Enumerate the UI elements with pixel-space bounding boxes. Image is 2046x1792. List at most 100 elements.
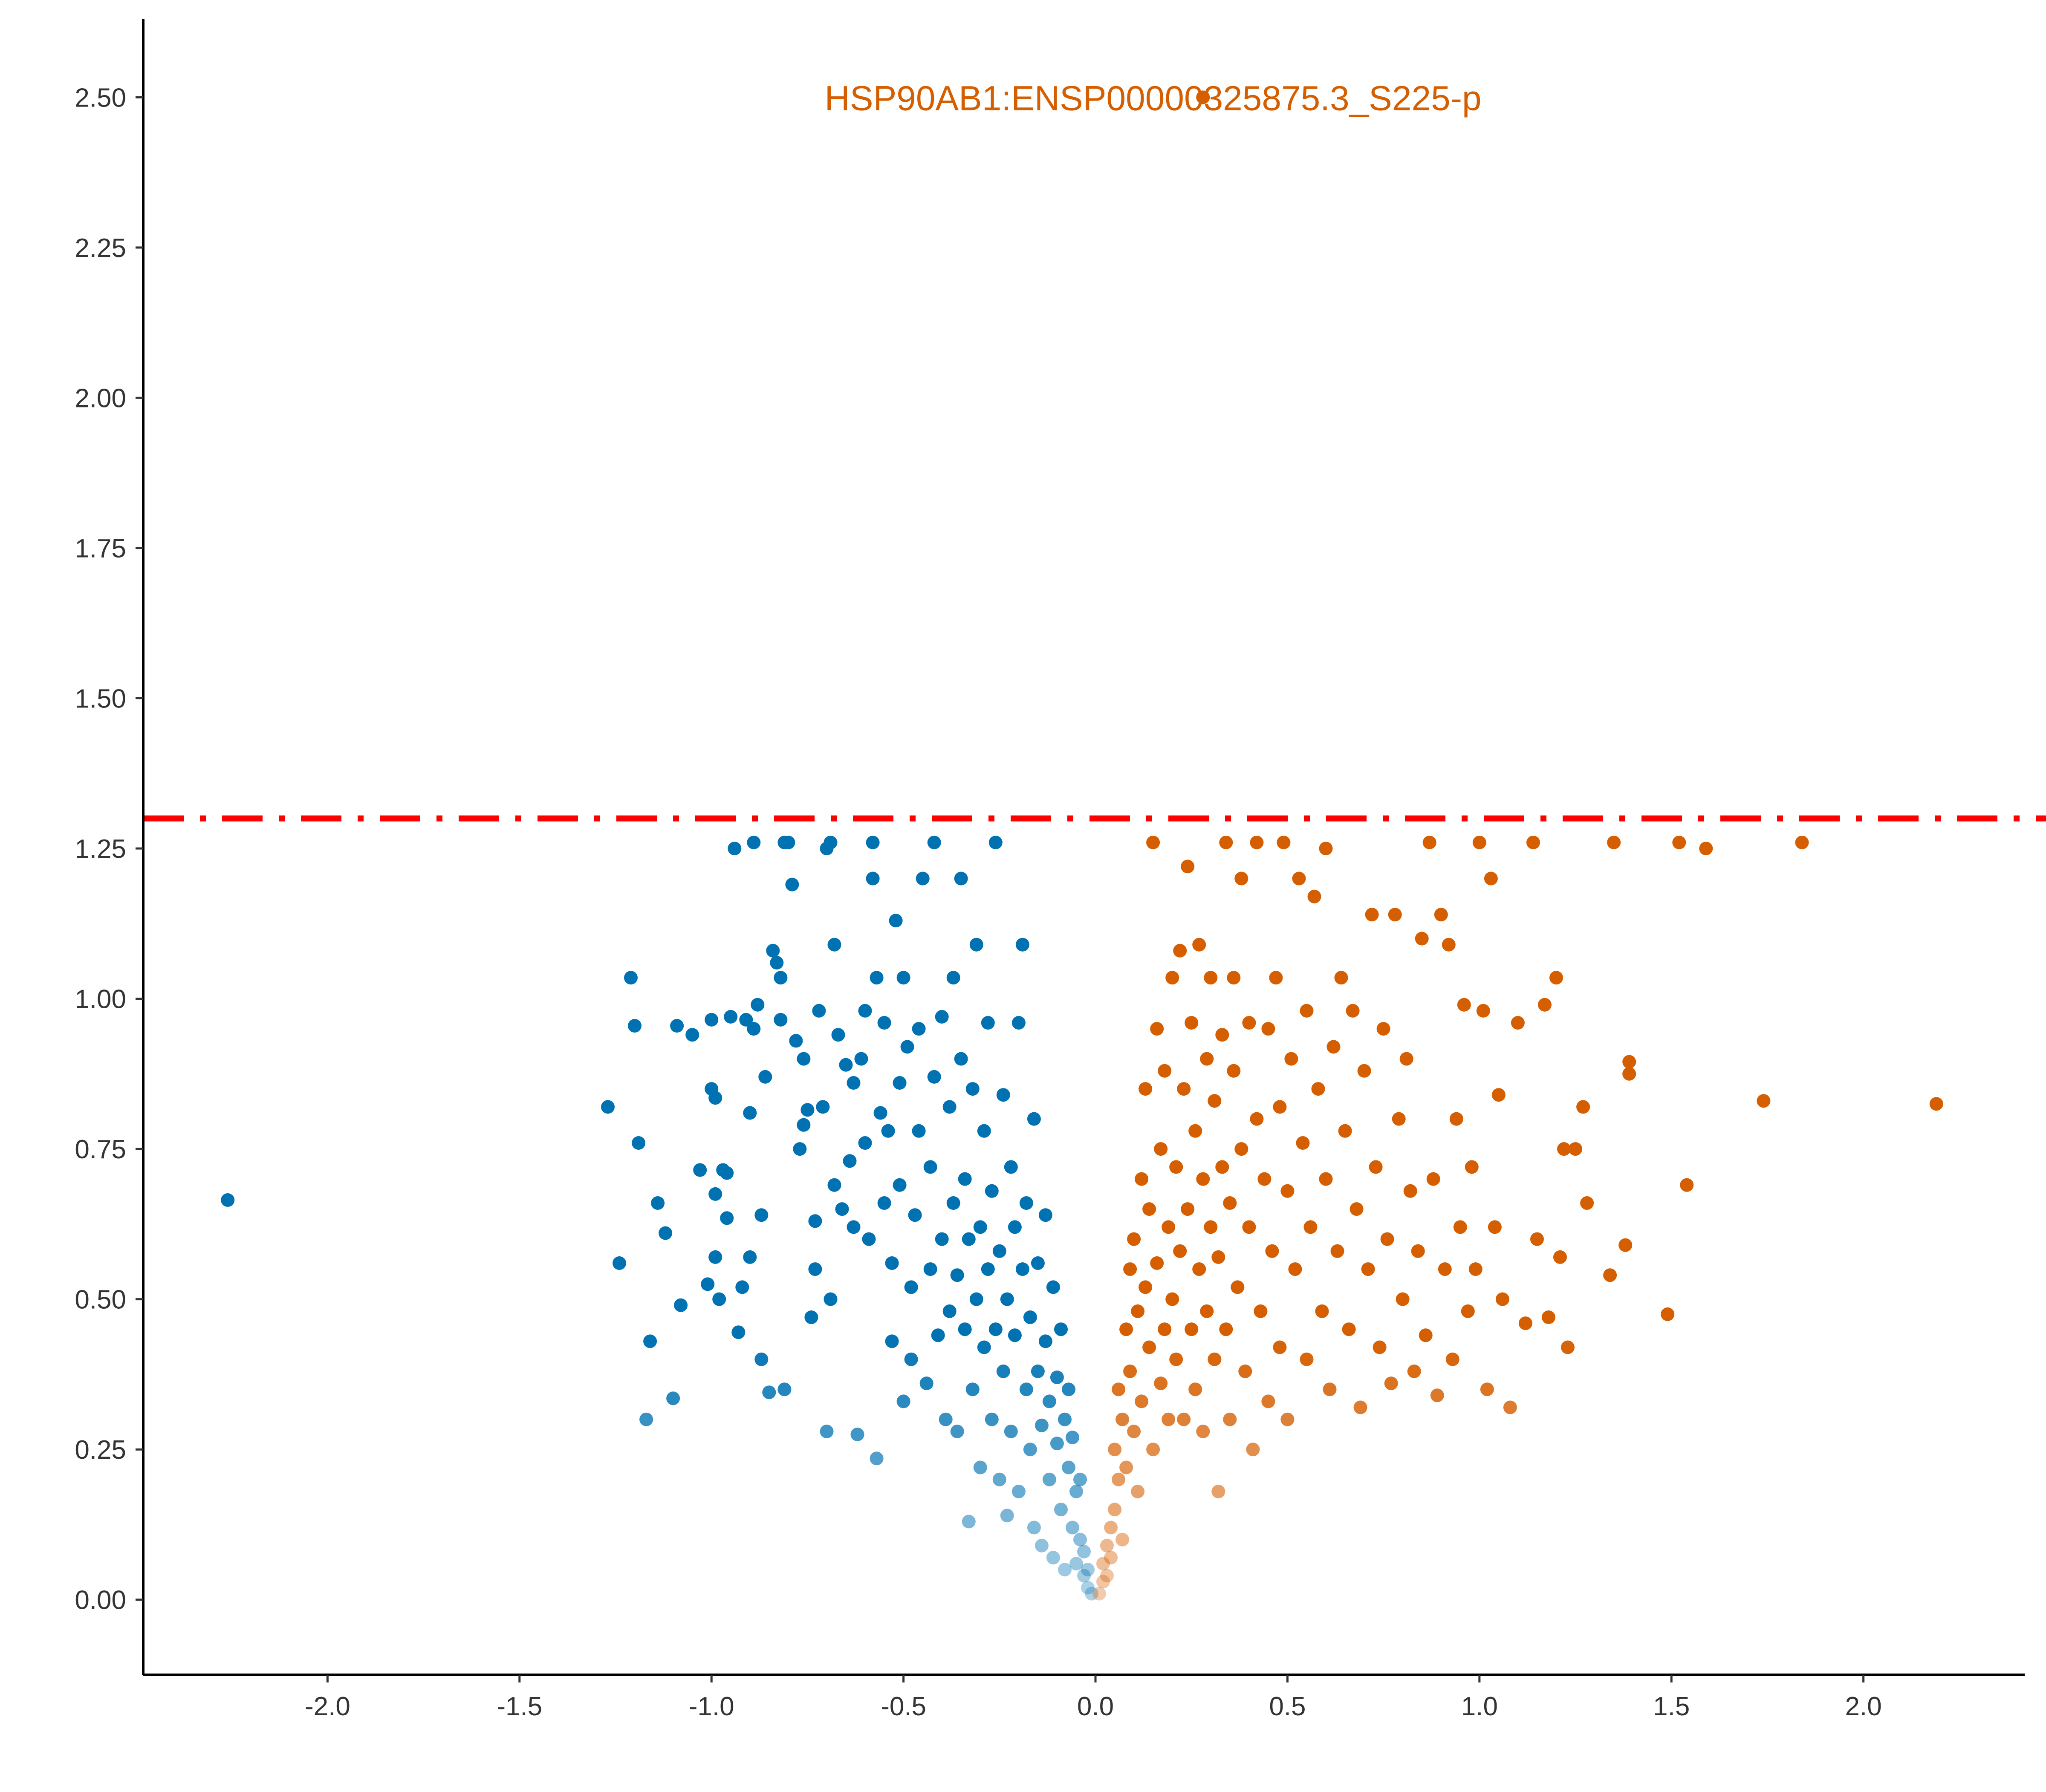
data-point-down — [873, 1106, 887, 1120]
data-point-up — [1438, 1262, 1452, 1276]
data-point-down — [804, 1310, 818, 1324]
data-point-down — [985, 1412, 999, 1426]
data-point-up — [1119, 1460, 1133, 1475]
data-point-up — [1208, 1352, 1222, 1366]
data-point-down — [800, 1103, 815, 1117]
data-point-up — [1277, 835, 1291, 849]
data-point-down — [858, 1004, 872, 1018]
data-point-down — [1069, 1484, 1083, 1498]
data-point-down — [674, 1298, 688, 1312]
data-point-up — [1154, 1142, 1168, 1156]
data-point-up — [1569, 1142, 1582, 1156]
data-point-up — [1158, 1322, 1172, 1336]
data-point-up — [1303, 1220, 1318, 1234]
data-point-up — [1115, 1532, 1130, 1547]
data-point-down — [847, 1220, 861, 1234]
data-point-up — [1419, 1328, 1433, 1342]
data-point-down — [774, 1013, 788, 1027]
data-point-up — [1542, 1310, 1555, 1324]
data-point-up — [1445, 1352, 1459, 1366]
data-point-up — [1434, 908, 1448, 922]
y-tick-label: 1.75 — [75, 534, 126, 563]
data-point-up — [1480, 1382, 1494, 1397]
data-point-up — [1092, 1587, 1106, 1601]
data-point-down — [824, 835, 838, 849]
data-point-up — [1273, 1340, 1287, 1354]
data-point-up — [1135, 1172, 1149, 1186]
data-point-down — [754, 1208, 769, 1222]
data-point-down — [1038, 1334, 1052, 1348]
data-point-down — [870, 1451, 884, 1466]
data-point-up — [1250, 1112, 1264, 1126]
data-point-up — [1185, 1322, 1199, 1336]
data-point-down — [1066, 1521, 1079, 1535]
data-point-up — [1503, 1400, 1517, 1414]
data-point-up — [1261, 1022, 1275, 1036]
data-point-down — [988, 835, 1003, 849]
data-point-up — [1204, 1220, 1218, 1234]
data-point-up — [1127, 1232, 1141, 1246]
data-point-down — [705, 1013, 719, 1027]
data-point-up — [1622, 1067, 1636, 1081]
point-annotation-label: HSP90AB1:ENSP00000325875.3_S225-p — [825, 79, 1482, 118]
data-point-up — [1280, 1412, 1295, 1426]
data-point-down — [712, 1292, 726, 1306]
data-point-up — [1123, 1262, 1137, 1276]
data-point-up — [1495, 1292, 1509, 1306]
data-point-down — [808, 1214, 822, 1228]
data-point-down — [808, 1262, 822, 1276]
data-point-up — [1104, 1551, 1118, 1564]
data-point-down — [1004, 1160, 1018, 1174]
data-point-down — [613, 1256, 626, 1270]
data-point-up — [1296, 1136, 1310, 1150]
data-point-down — [1077, 1544, 1091, 1558]
data-point-down — [789, 1034, 803, 1048]
data-point-up — [1100, 1538, 1114, 1552]
data-point-up — [1300, 1004, 1314, 1018]
data-point-down — [720, 1166, 734, 1180]
data-point-up — [1131, 1304, 1145, 1318]
data-point-down — [958, 1322, 972, 1336]
data-point-down — [939, 1412, 953, 1426]
data-point-up — [1307, 889, 1321, 903]
y-tick-label: 2.00 — [75, 384, 126, 413]
data-point-up — [1250, 835, 1264, 849]
data-point-up — [1292, 871, 1306, 886]
axes-layer: 0.00 0.25 0.50 0.75 1.00 1.25 1.50 1.75 2.00 2.25… — [75, 19, 2025, 1721]
data-point-up — [1096, 1557, 1110, 1571]
data-point-up — [1353, 1400, 1367, 1414]
data-point-up — [1115, 1412, 1130, 1426]
data-point-down — [670, 1019, 684, 1033]
data-point-up — [1315, 1304, 1329, 1318]
data-point-down — [685, 1028, 699, 1042]
data-point-down — [754, 1352, 769, 1366]
data-point-down — [735, 1280, 749, 1294]
data-point-up — [1346, 1004, 1360, 1018]
y-tick-label: 0.25 — [75, 1435, 126, 1465]
data-point-up — [1330, 1244, 1344, 1258]
data-point-up — [1269, 971, 1283, 985]
data-point-up — [1173, 1244, 1187, 1258]
data-point-up — [1273, 1100, 1287, 1114]
data-point-down — [996, 1088, 1010, 1102]
data-point-up — [1699, 842, 1713, 855]
data-point-down — [758, 1070, 772, 1084]
data-point-down — [1008, 1220, 1022, 1234]
data-point-up — [1557, 1142, 1571, 1156]
data-point-down — [954, 871, 968, 886]
data-point-down — [1015, 938, 1029, 952]
y-tick-label: 1.50 — [75, 684, 126, 713]
data-point-up — [1530, 1232, 1544, 1246]
data-point-up — [1323, 1382, 1337, 1397]
data-point-down — [1062, 1460, 1075, 1475]
data-point-up — [1426, 1172, 1440, 1186]
data-point-up — [1284, 1052, 1298, 1066]
data-point-down — [958, 1172, 972, 1186]
data-point-down — [666, 1391, 680, 1405]
data-point-down — [632, 1136, 646, 1150]
data-point-down — [866, 835, 880, 849]
data-point-up — [1162, 1220, 1176, 1234]
data-point-up — [1204, 971, 1218, 985]
data-point-up — [1234, 871, 1248, 886]
